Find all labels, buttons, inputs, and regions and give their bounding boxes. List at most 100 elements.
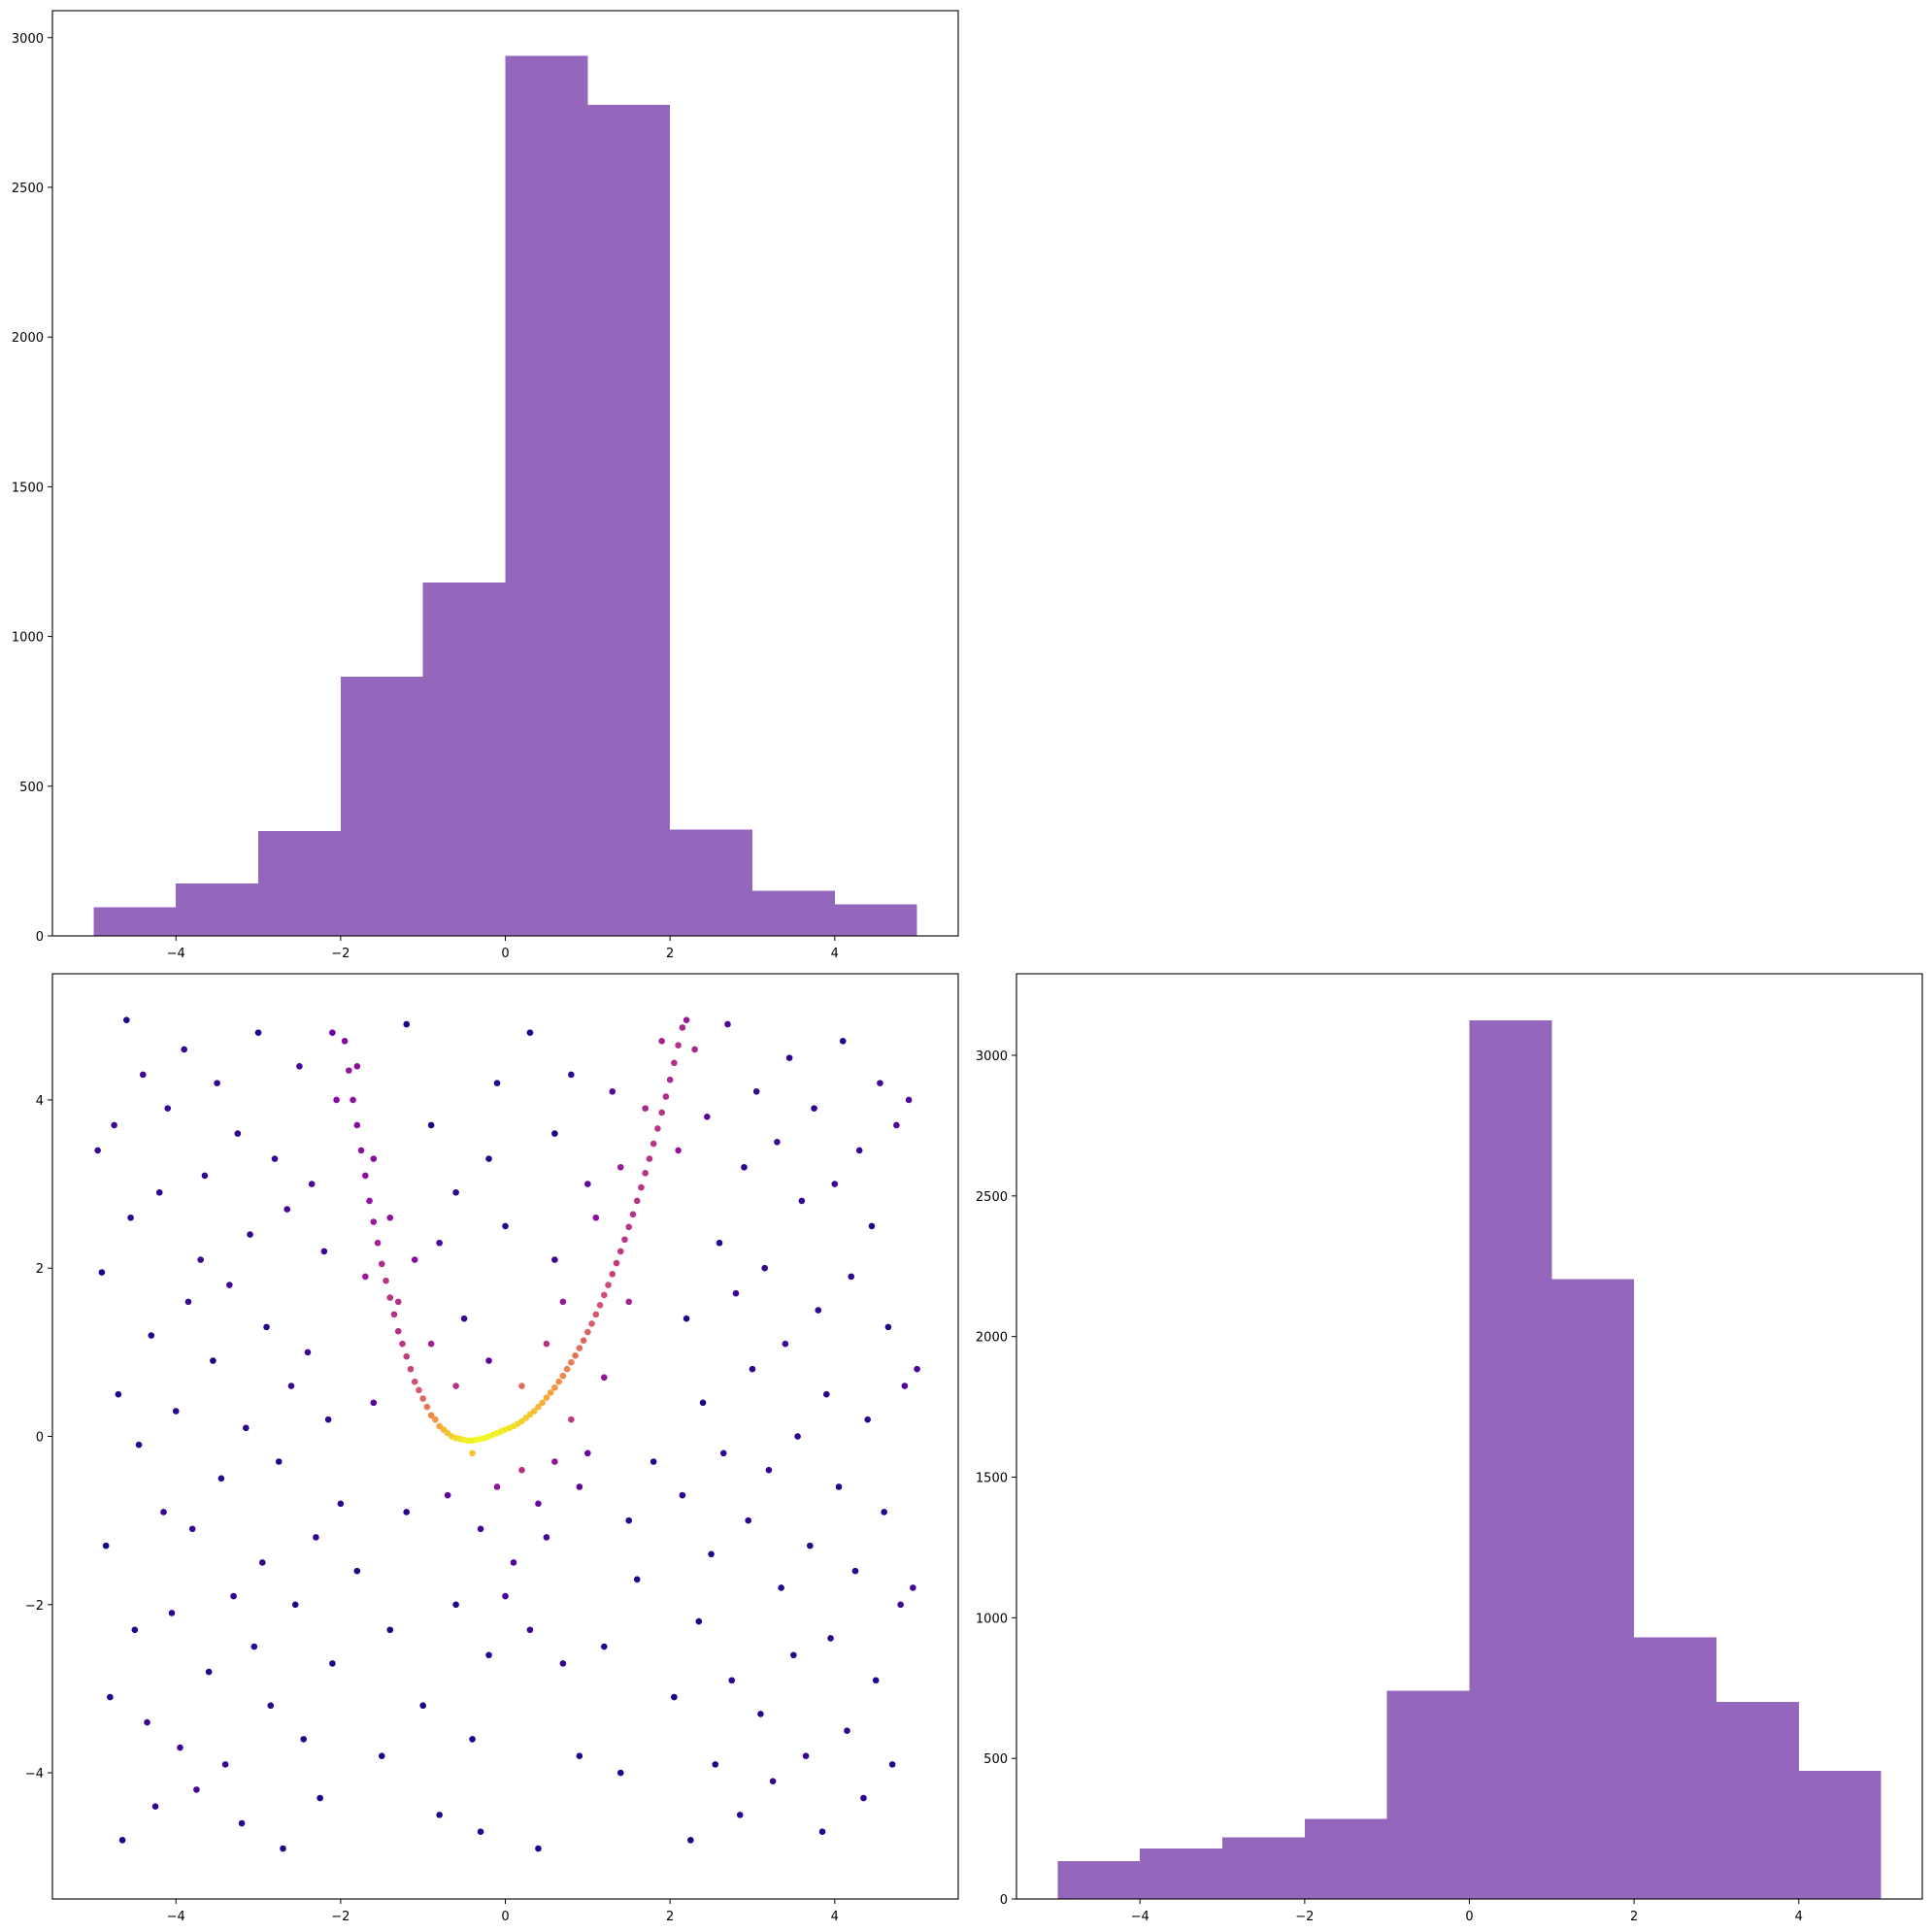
scatter-point	[234, 1130, 242, 1137]
scatter-point	[267, 1702, 275, 1710]
scatter-point	[168, 1610, 176, 1616]
scatter-point	[609, 1270, 616, 1278]
scatter-point	[151, 1803, 159, 1810]
scatter-point	[160, 1509, 167, 1516]
scatter-point	[629, 1211, 637, 1218]
x-tick-label: −2	[331, 1910, 350, 1924]
scatter-point	[403, 1352, 411, 1360]
scatter-point	[469, 1449, 476, 1457]
scatter-point	[366, 1197, 373, 1205]
y-tick-label: 2000	[976, 1331, 1008, 1346]
scatter-point	[712, 1761, 719, 1768]
scatter-point	[94, 1147, 101, 1154]
scatter-point	[432, 1416, 439, 1423]
scatter-point	[419, 1395, 426, 1402]
y-tick-label: 2500	[12, 182, 44, 196]
scatter-point	[844, 1727, 850, 1735]
histogram-bar	[751, 890, 835, 936]
scatter-point	[436, 1812, 443, 1818]
scatter-point	[102, 1542, 110, 1549]
y-tick-label: 0	[36, 930, 44, 945]
scatter-point	[118, 1837, 126, 1844]
scatter-point	[785, 1054, 793, 1061]
scatter-point	[798, 1197, 806, 1205]
scatter-point	[535, 1500, 542, 1508]
scatter-point	[584, 1328, 591, 1336]
scatter-point	[666, 1076, 674, 1083]
scatter-point	[580, 1337, 587, 1345]
scatter-point	[752, 1087, 760, 1095]
histogram-bar	[422, 583, 506, 936]
histogram-bar	[1386, 1690, 1470, 1899]
scatter-point	[683, 1315, 690, 1322]
y-tick-label: 1500	[976, 1472, 1008, 1486]
scatter-point	[539, 1399, 546, 1407]
scatter-point	[394, 1298, 402, 1306]
scatter-point	[193, 1786, 200, 1793]
scatter-point	[217, 1475, 225, 1482]
histogram-bar	[1222, 1837, 1305, 1899]
scatter-point	[822, 1390, 830, 1398]
scatter-point	[559, 1372, 567, 1380]
scatter-point	[732, 1289, 740, 1297]
scatter-point	[671, 1059, 678, 1067]
scatter-point	[881, 1509, 887, 1516]
scatter-point	[485, 1651, 492, 1659]
scatter-point	[304, 1349, 312, 1356]
scatter-point	[436, 1239, 443, 1247]
scatter-point	[600, 1291, 608, 1299]
scatter-point	[502, 1222, 509, 1230]
scatter-point	[416, 1386, 422, 1394]
scatter-point	[831, 1181, 839, 1187]
scatter-point	[868, 1222, 876, 1230]
scatter-point	[201, 1172, 209, 1180]
scatter-point	[827, 1635, 834, 1642]
scatter-point	[650, 1140, 657, 1148]
scatter-point	[761, 1264, 768, 1272]
scatter-point	[609, 1087, 616, 1095]
scatter-point	[411, 1256, 418, 1263]
scatter-point	[184, 1298, 192, 1306]
scatter-point	[407, 1365, 415, 1373]
scatter-point	[708, 1550, 715, 1558]
scatter-point	[839, 1038, 847, 1045]
scatter-point	[642, 1170, 649, 1177]
scatter-point	[543, 1340, 550, 1348]
scatter-point	[280, 1845, 286, 1852]
scatter-point	[658, 1038, 665, 1045]
scatter-point	[214, 1080, 220, 1086]
scatter-point	[774, 1138, 781, 1146]
scatter-point	[901, 1382, 909, 1389]
scatter-point	[378, 1752, 385, 1760]
y-tick-label: 1000	[976, 1612, 1008, 1626]
scatter-point	[518, 1466, 525, 1474]
scatter-point	[452, 1382, 459, 1389]
scatter-point	[502, 1592, 509, 1600]
scatter-point	[671, 1693, 678, 1701]
scatter-point	[238, 1819, 246, 1827]
scatter-point	[584, 1449, 591, 1457]
scatter-point	[378, 1260, 385, 1268]
scatter-plot-panel: −4 −2 0 2 4 −4 −2 0 2 4	[25, 973, 959, 1924]
scatter-point	[394, 1327, 402, 1335]
scatter-point	[654, 1125, 661, 1132]
scatter-point	[526, 1029, 534, 1036]
scatter-point	[390, 1311, 398, 1318]
scatter-point	[802, 1752, 810, 1760]
scatter-point	[605, 1282, 612, 1288]
scatter-point	[230, 1592, 237, 1600]
scatter-point	[341, 1038, 349, 1045]
scatter-point	[687, 1837, 694, 1844]
scatter-point	[794, 1433, 801, 1440]
y-tick-label: 500	[983, 1752, 1008, 1767]
scatter-point	[584, 1181, 591, 1187]
scatter-point	[362, 1273, 369, 1281]
scatter-point	[427, 1340, 435, 1348]
scatter-point	[596, 1302, 604, 1309]
scatter-point	[140, 1071, 147, 1079]
scatter-point	[320, 1248, 328, 1255]
scatter-point	[370, 1399, 378, 1407]
scatter-point	[444, 1491, 451, 1499]
scatter-point	[807, 1542, 814, 1549]
scatter-point	[469, 1736, 476, 1743]
